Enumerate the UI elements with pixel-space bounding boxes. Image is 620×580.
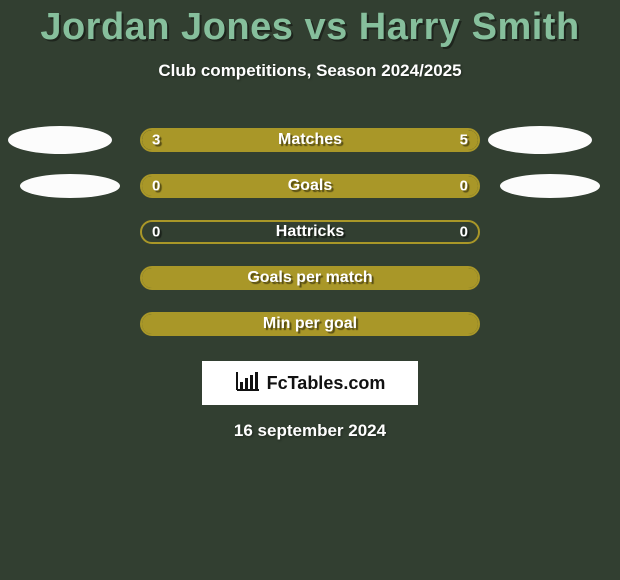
stat-bar: 0 0 Goals [140, 174, 480, 198]
bar-chart-icon [235, 370, 261, 397]
stat-row: 3 5 Matches [0, 117, 620, 163]
stat-row: Min per goal [0, 301, 620, 347]
stat-row: Goals per match [0, 255, 620, 301]
stat-row: 0 0 Goals [0, 163, 620, 209]
player-badge-right [488, 126, 592, 154]
player-badge-right [500, 174, 600, 198]
stat-value-right: 0 [460, 224, 468, 241]
stat-label: Matches [278, 131, 342, 149]
stat-value-right: 5 [460, 132, 468, 149]
stat-bar: 3 5 Matches [140, 128, 480, 152]
stat-bar: Min per goal [140, 312, 480, 336]
stat-value-right: 0 [460, 178, 468, 195]
stat-label: Min per goal [263, 315, 357, 333]
player-badge-left [20, 174, 120, 198]
stat-label: Goals per match [247, 269, 372, 287]
stat-rows: 3 5 Matches 0 0 Goals 0 0 Hattricks Goals per mat… [0, 117, 620, 347]
stat-label: Hattricks [276, 223, 344, 241]
date-text: 16 september 2024 [0, 421, 620, 441]
logo-box: FcTables.com [202, 361, 418, 405]
page-title: Jordan Jones vs Harry Smith [0, 0, 620, 49]
stat-row: 0 0 Hattricks [0, 209, 620, 255]
stat-value-left: 0 [152, 224, 160, 241]
stat-bar: 0 0 Hattricks [140, 220, 480, 244]
stat-bar: Goals per match [140, 266, 480, 290]
player-badge-left [8, 126, 112, 154]
bar-fill-left [142, 130, 268, 150]
stat-value-left: 3 [152, 132, 160, 149]
subtitle: Club competitions, Season 2024/2025 [0, 61, 620, 81]
stat-value-left: 0 [152, 178, 160, 195]
stat-label: Goals [288, 177, 332, 195]
logo-text: FcTables.com [267, 373, 386, 394]
